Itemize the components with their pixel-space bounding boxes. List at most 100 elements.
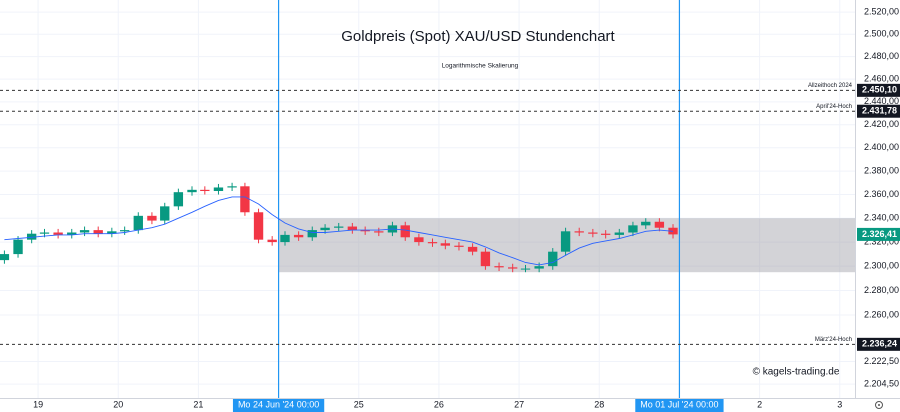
candle-body bbox=[93, 230, 103, 234]
candle-body bbox=[347, 226, 358, 231]
y-tick-label: 2.260,00 bbox=[864, 309, 899, 319]
candle-body bbox=[534, 266, 544, 269]
candle-body bbox=[160, 206, 170, 221]
candle-body bbox=[26, 233, 37, 240]
candle-body bbox=[320, 227, 330, 231]
y-tick-label: 2.460,00 bbox=[864, 74, 899, 84]
candle-body bbox=[334, 226, 344, 228]
candle-body bbox=[147, 215, 157, 221]
candle-body bbox=[253, 212, 264, 240]
last-price-label: 2.326,41 bbox=[862, 229, 897, 239]
x-tick-label: Mo 24 Jun '24 00:00 bbox=[238, 399, 319, 409]
y-tick-label: 2.400,00 bbox=[864, 142, 899, 152]
y-tick-label: 2.320,00 bbox=[864, 236, 899, 246]
y-tick-label: 2.500,00 bbox=[864, 29, 899, 39]
candle-body bbox=[240, 186, 250, 213]
candle-body bbox=[600, 233, 611, 235]
candle-body bbox=[588, 232, 598, 234]
y-tick-label: 2.380,00 bbox=[864, 165, 899, 175]
y-tick-label: 2.300,00 bbox=[864, 261, 899, 271]
level-badge bbox=[857, 104, 900, 118]
level-badge bbox=[857, 83, 900, 97]
y-tick-label: 2.222,50 bbox=[864, 356, 899, 366]
candle-body bbox=[467, 246, 478, 252]
grid bbox=[0, 0, 855, 398]
candle-body bbox=[374, 231, 384, 233]
x-tick-label: 2 bbox=[757, 399, 762, 409]
level-text: April'24-Hoch bbox=[816, 104, 852, 110]
x-tick-label: 21 bbox=[193, 399, 203, 409]
candle-body bbox=[39, 232, 50, 234]
y-tick-label: 2.280,00 bbox=[864, 285, 899, 295]
x-tick-label: 26 bbox=[434, 399, 444, 409]
candle-body bbox=[494, 266, 504, 268]
candle-body bbox=[641, 221, 651, 226]
candle-body bbox=[480, 251, 491, 267]
settings-icon[interactable] bbox=[875, 401, 883, 409]
candle-body bbox=[440, 243, 451, 246]
candle-body bbox=[107, 231, 117, 234]
candle-body bbox=[307, 230, 317, 238]
y-tick-label: 2.420,00 bbox=[864, 119, 899, 129]
settings-icon-dot bbox=[878, 404, 880, 406]
candle-body bbox=[427, 242, 438, 244]
y-tick-label: 2.440,00 bbox=[864, 96, 899, 106]
x-tick-highlight bbox=[232, 399, 325, 412]
candle-body bbox=[280, 234, 290, 243]
x-tick-label: Mo 01 Jul '24 00:00 bbox=[640, 399, 718, 409]
x-tick-label: 20 bbox=[113, 399, 123, 409]
chart-title: Goldpreis (Spot) XAU/USD Stundenchart bbox=[341, 28, 615, 45]
candle-body bbox=[574, 231, 584, 233]
candle-body bbox=[560, 231, 571, 252]
level-text: Allzeithoch 2024 bbox=[808, 83, 853, 89]
x-tick-label: 3 bbox=[837, 399, 842, 409]
candle-body bbox=[227, 186, 237, 188]
x-tick-highlight bbox=[635, 399, 724, 412]
candle-body bbox=[548, 251, 558, 267]
candle-body bbox=[414, 237, 424, 243]
candle-body bbox=[213, 187, 224, 192]
level-badge bbox=[857, 337, 900, 351]
chart-subtitle: Logarithmische Skalierung bbox=[442, 63, 519, 70]
level-label: 2.236,24 bbox=[862, 339, 897, 349]
x-tick-label: 28 bbox=[594, 399, 604, 409]
candle-body bbox=[267, 239, 277, 243]
candle-body bbox=[293, 234, 304, 238]
level-label: 2.431,78 bbox=[862, 106, 897, 116]
candle-body bbox=[654, 221, 665, 228]
candle-body bbox=[187, 189, 197, 193]
y-tick-label: 2.480,00 bbox=[864, 51, 899, 61]
candle-body bbox=[200, 189, 210, 192]
candle-body bbox=[508, 267, 518, 269]
candle-body bbox=[67, 232, 77, 235]
labels: 2.520,00 2.500,00 2.480,00 2.460,00 2.440,00… bbox=[33, 6, 900, 412]
last-price-badge bbox=[857, 227, 900, 241]
candle-body bbox=[360, 230, 370, 232]
candle-body bbox=[400, 225, 410, 238]
candle-body bbox=[628, 225, 638, 233]
level-label: 2.450,10 bbox=[862, 85, 897, 95]
y-tick-label: 2.340,00 bbox=[864, 213, 899, 223]
watermark: © kagels-trading.de bbox=[753, 367, 840, 378]
moving-average bbox=[4, 196, 674, 266]
y-tick-label: 2.360,00 bbox=[864, 189, 899, 199]
x-tick-label: 19 bbox=[33, 399, 43, 409]
candle-body bbox=[454, 245, 464, 247]
level-text: März'24-Hoch bbox=[815, 337, 852, 343]
y-tick-label: 2.204,50 bbox=[864, 378, 899, 388]
candle-body bbox=[0, 254, 10, 261]
x-tick-label: 27 bbox=[514, 399, 524, 409]
marks bbox=[0, 0, 855, 398]
candle-body bbox=[13, 239, 23, 255]
candle-body bbox=[133, 215, 143, 231]
candle-body bbox=[520, 268, 531, 270]
candle-body bbox=[79, 230, 90, 233]
candle-body bbox=[614, 232, 624, 235]
candle-body bbox=[173, 192, 184, 207]
x-tick-label: 25 bbox=[354, 399, 364, 409]
candle-body bbox=[119, 230, 130, 232]
y-tick-label: 2.520,00 bbox=[864, 6, 899, 16]
candle-body bbox=[53, 232, 63, 235]
